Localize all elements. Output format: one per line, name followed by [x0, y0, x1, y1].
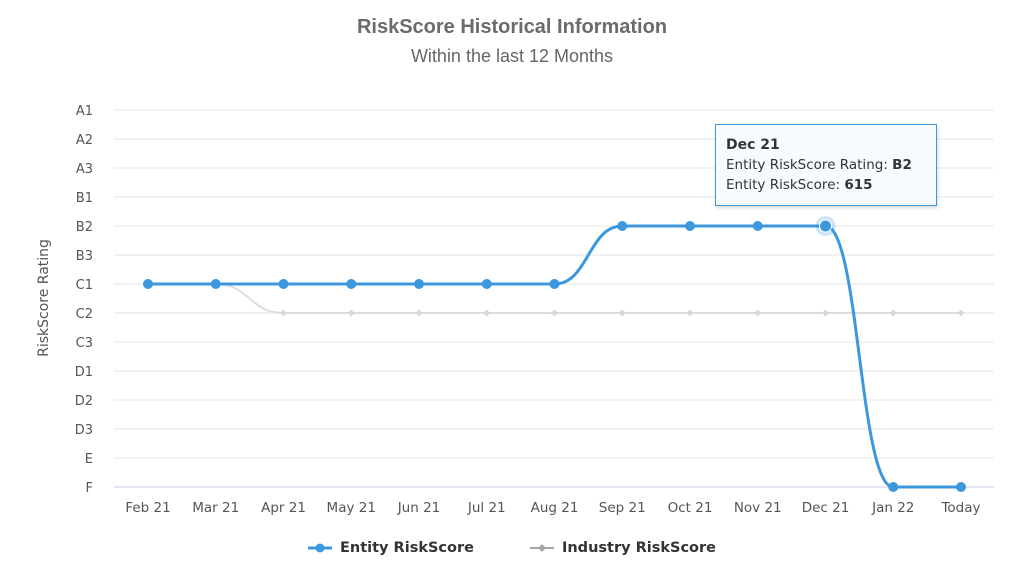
entity-point — [481, 279, 492, 289]
industry-point — [686, 309, 694, 317]
x-tick-label: Apr 21 — [261, 500, 306, 516]
tooltip-score-label: Entity RiskScore: — [726, 177, 841, 193]
y-tick-label: B2 — [76, 220, 93, 235]
entity-point — [752, 221, 763, 231]
y-tick-label: F — [86, 481, 93, 496]
entity-point — [549, 279, 560, 289]
industry-point — [957, 309, 965, 317]
x-tick-label: Jan 22 — [871, 500, 914, 516]
y-tick-label: E — [85, 452, 93, 467]
industry-point — [483, 309, 491, 317]
y-tick-label: B1 — [76, 191, 93, 206]
y-tick-label: A2 — [76, 133, 93, 148]
legend-industry-label: Industry RiskScore — [561, 540, 716, 556]
entity-point — [888, 482, 899, 492]
x-tick-label: May 21 — [327, 500, 376, 516]
tooltip-score-row: Entity RiskScore: 615 — [726, 175, 926, 195]
legend-industry-symbol — [529, 544, 554, 552]
y-tick-label: C2 — [76, 307, 93, 322]
y-tick-label: D3 — [75, 423, 93, 438]
chart-tooltip: Dec 21 Entity RiskScore Rating: B2 Entit… — [715, 124, 937, 206]
y-tick-label: B3 — [76, 249, 93, 264]
industry-point — [754, 309, 762, 317]
x-tick-label: Mar 21 — [192, 500, 239, 516]
y-tick-label: C1 — [76, 278, 93, 293]
entity-point — [685, 221, 695, 231]
y-axis-title: RiskScore Rating — [36, 239, 52, 357]
y-tick-label: C3 — [76, 336, 93, 351]
entity-point — [210, 279, 221, 289]
industry-point — [889, 309, 897, 317]
tooltip-rating-value: B2 — [892, 157, 912, 173]
x-tick-label: Nov 21 — [734, 500, 782, 516]
entity-point — [143, 279, 153, 289]
y-tick-label: A3 — [76, 162, 93, 177]
x-tick-label: Dec 21 — [802, 500, 850, 516]
tooltip-header: Dec 21 — [726, 137, 780, 153]
x-tick-label: Today — [940, 500, 980, 516]
legend-item-industry[interactable]: Industry RiskScore — [529, 540, 716, 556]
y-tick-label: A1 — [76, 104, 93, 119]
legend-entity-label: Entity RiskScore — [340, 540, 474, 556]
entity-point — [346, 279, 357, 289]
chart-legend: Entity RiskScore Industry RiskScore — [0, 540, 1024, 556]
industry-point — [551, 309, 558, 317]
entity-point — [617, 221, 628, 231]
industry-point — [822, 309, 829, 317]
x-tick-label: Jul 21 — [467, 500, 506, 516]
entity-point-highlighted — [819, 219, 832, 233]
tooltip-score-value: 615 — [844, 177, 873, 193]
legend-item-entity[interactable]: Entity RiskScore — [308, 540, 474, 556]
x-tick-label: Aug 21 — [531, 500, 579, 516]
x-tick-label: Oct 21 — [668, 500, 713, 516]
legend-entity-symbol — [308, 543, 332, 553]
series-line-entity — [148, 224, 962, 489]
x-tick-label: Sep 21 — [599, 500, 646, 516]
industry-point — [618, 309, 626, 317]
chart-title: RiskScore Historical Information — [356, 16, 668, 38]
industry-point — [347, 309, 355, 317]
entity-point — [956, 482, 966, 492]
entity-point — [414, 279, 424, 289]
tooltip-rating-label: Entity RiskScore Rating: — [726, 157, 888, 173]
y-tick-label: D2 — [75, 394, 93, 409]
entity-point — [278, 279, 289, 289]
x-tick-label: Jun 21 — [397, 500, 441, 516]
tooltip-rating-row: Entity RiskScore Rating: B2 — [726, 155, 926, 175]
industry-point — [280, 309, 287, 317]
x-tick-label: Feb 21 — [125, 500, 170, 516]
industry-point — [415, 309, 423, 317]
y-tick-label: D1 — [75, 365, 93, 380]
chart-subtitle: Within the last 12 Months — [410, 46, 614, 66]
